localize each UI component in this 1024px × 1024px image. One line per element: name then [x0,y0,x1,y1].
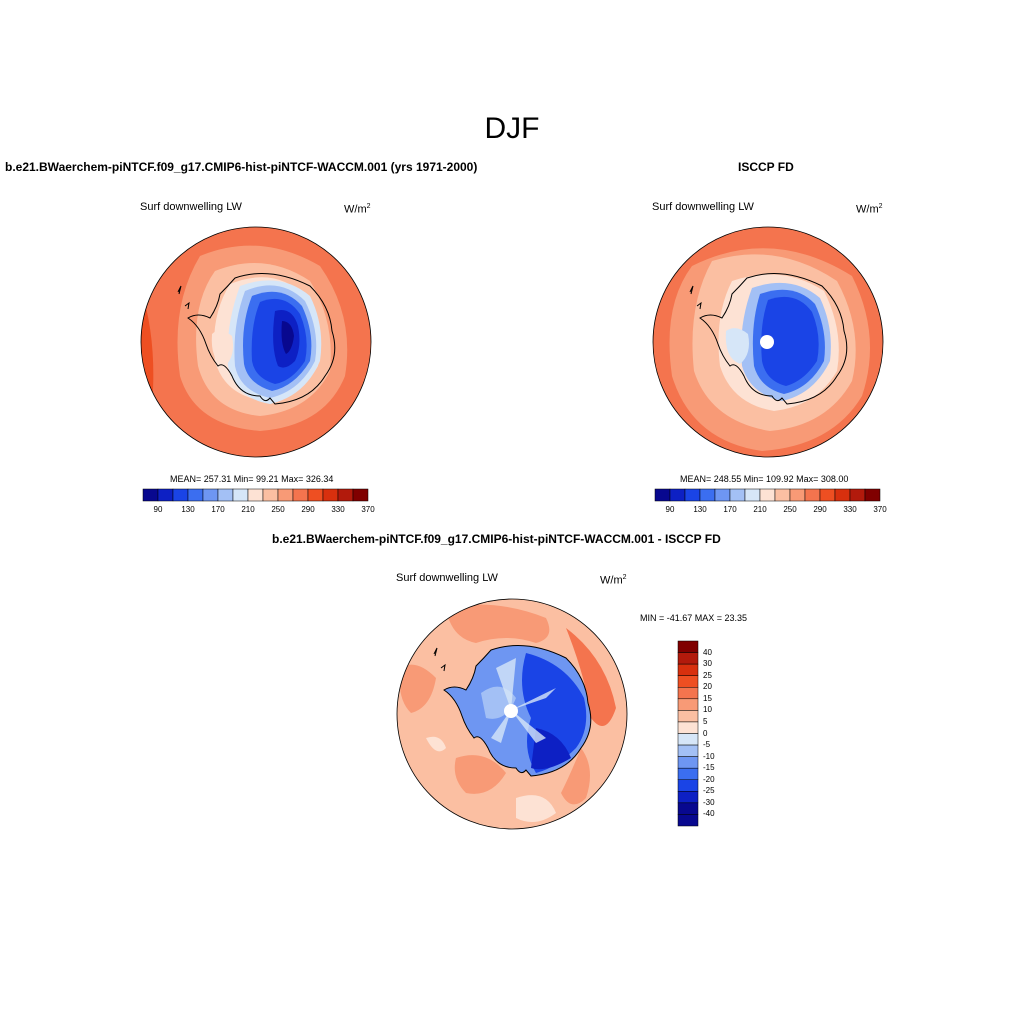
diff-colorbar-tick-label: 20 [703,682,712,692]
colorbar-swatch [247,488,264,502]
colorbar-swatch [307,488,324,502]
colorbar-tick-label: 330 [843,505,857,514]
diff-colorbar-swatch [677,687,699,700]
diff-colorbar-swatch [677,814,699,827]
model-panel-title: b.e21.BWaerchem-piNTCF.f09_g17.CMIP6-his… [5,160,478,174]
diff-colorbar-swatch [677,779,699,792]
diff-colorbar-swatch [677,652,699,665]
diff-colorbar [677,640,699,827]
diff-colorbar-swatch [677,791,699,804]
obs-panel-title: ISCCP FD [738,160,794,174]
colorbar-swatch [699,488,716,502]
diff-colorbar-tick-label: 10 [703,705,712,715]
colorbar-swatch [352,488,369,502]
diff-colorbar-tick-label: 30 [703,659,712,669]
colorbar-swatch [142,488,159,502]
diff-colorbar-tick-label: -15 [703,763,715,773]
colorbar-swatch [819,488,836,502]
colorbar-tick-label: 330 [331,505,345,514]
model-colorbar-ticks: 90 130 170 210 250 290 330 370 [143,505,375,517]
colorbar-swatch [864,488,881,502]
diff-colorbar-tick-label: -40 [703,809,715,819]
diff-variable-label: Surf downwelling LW [396,572,498,584]
colorbar-swatch [759,488,776,502]
colorbar-swatch [217,488,234,502]
diff-colorbar-swatch [677,721,699,734]
colorbar-swatch [774,488,791,502]
figure-title: DJF [484,112,540,145]
colorbar-tick-label: 170 [211,505,225,514]
diff-colorbar-tick-label: 40 [703,647,712,657]
colorbar-swatch [322,488,339,502]
colorbar-tick-label: 370 [873,505,887,514]
diff-colorbar-swatch [677,767,699,780]
diff-colorbar-tick-label: 25 [703,670,712,680]
diff-colorbar-tick-label: 15 [703,693,712,703]
colorbar-swatch [729,488,746,502]
diff-colorbar-swatch [677,802,699,815]
colorbar-tick-label: 290 [301,505,315,514]
colorbar-tick-label: 210 [753,505,767,514]
diff-units-label: W/m2 [600,574,627,587]
colorbar-swatch [157,488,174,502]
colorbar-swatch [232,488,249,502]
model-stats: MEAN= 257.31 Min= 99.21 Max= 326.34 [170,474,334,484]
diff-colorbar-tick-label: -30 [703,797,715,807]
colorbar-swatch [834,488,851,502]
colorbar-tick-label: 210 [241,505,255,514]
model-units-label: W/m2 [344,203,371,216]
diff-panel-title: b.e21.BWaerchem-piNTCF.f09_g17.CMIP6-his… [272,532,721,546]
diff-colorbar-ticks: 40 30 25 20 15 10 5 0 -5 -10 -15 -20 -25 -30 -40 [703,641,733,821]
colorbar-tick-label: 250 [271,505,285,514]
colorbar-tick-label: 170 [723,505,737,514]
colorbar-swatch [172,488,189,502]
model-variable-label: Surf downwelling LW [140,201,242,213]
colorbar-swatch [262,488,279,502]
diff-colorbar-swatch [677,640,699,653]
obs-variable-label: Surf downwelling LW [652,201,754,213]
colorbar-swatch [654,488,671,502]
diff-colorbar-tick-label: 0 [703,728,708,738]
diff-colorbar-tick-label: -20 [703,774,715,784]
colorbar-tick-label: 250 [783,505,797,514]
colorbar-swatch [202,488,219,502]
diff-stats: MIN = -41.67 MAX = 23.35 [640,613,748,623]
colorbar-swatch [292,488,309,502]
colorbar-swatch [789,488,806,502]
diff-colorbar-tick-label: -5 [703,740,711,750]
diff-colorbar-swatch [677,710,699,723]
colorbar-swatch [337,488,354,502]
colorbar-tick-label: 290 [813,505,827,514]
diff-colorbar-swatch [677,663,699,676]
colorbar-tick-label: 90 [665,505,675,514]
diff-colorbar-tick-label: 5 [703,716,708,726]
diff-colorbar-tick-label: -10 [703,751,715,761]
colorbar-tick-label: 370 [361,505,375,514]
colorbar-tick-label: 130 [181,505,195,514]
colorbar-swatch [187,488,204,502]
colorbar-swatch [684,488,701,502]
diff-colorbar-swatch [677,698,699,711]
diff-colorbar-swatch [677,756,699,769]
colorbar-swatch [277,488,294,502]
diff-polar-map [396,598,628,830]
model-polar-map [140,226,372,458]
colorbar-swatch [714,488,731,502]
diff-colorbar-swatch [677,744,699,757]
obs-colorbar [654,488,881,502]
diff-colorbar-swatch [677,675,699,688]
model-colorbar [142,488,369,502]
colorbar-swatch [804,488,821,502]
obs-stats: MEAN= 248.55 Min= 109.92 Max= 308.00 [680,474,849,484]
colorbar-swatch [744,488,761,502]
diff-colorbar-tick-label: -25 [703,786,715,796]
colorbar-tick-label: 130 [693,505,707,514]
colorbar-swatch [669,488,686,502]
diff-colorbar-swatch [677,733,699,746]
colorbar-swatch [849,488,866,502]
obs-colorbar-ticks: 90 130 170 210 250 290 330 370 [655,505,887,517]
colorbar-tick-label: 90 [153,505,163,514]
obs-units-label: W/m2 [856,203,883,216]
obs-polar-map [652,226,884,458]
